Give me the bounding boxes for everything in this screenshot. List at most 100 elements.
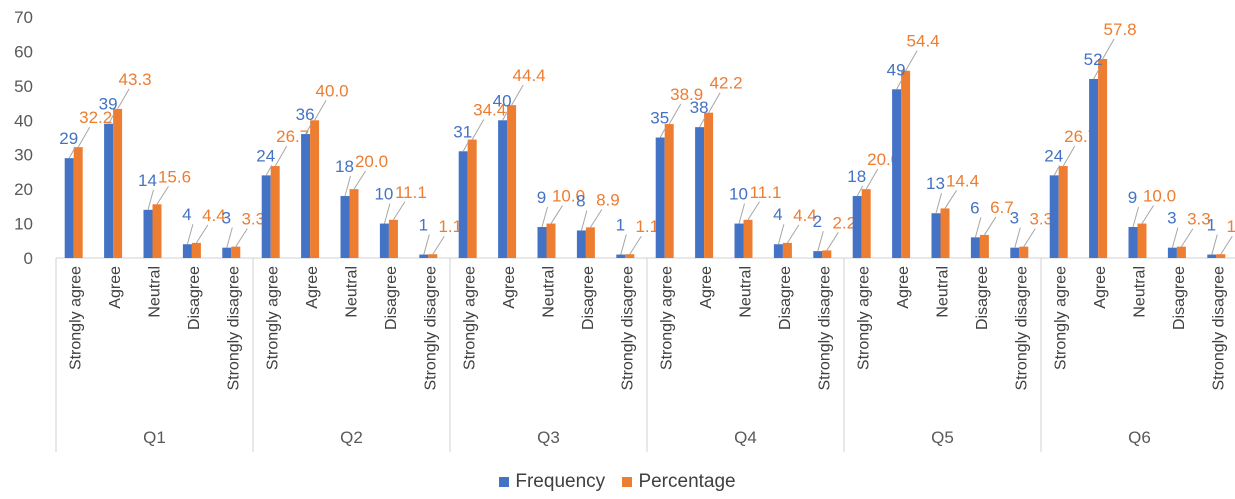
leader-line (1180, 228, 1194, 247)
bar-percentage (1098, 59, 1108, 259)
data-label-percentage: 10.0 (1143, 187, 1176, 206)
leader-line (392, 201, 406, 221)
data-label-percentage: 2.2 (832, 213, 856, 232)
leader-line (944, 190, 957, 209)
group-label: Q4 (734, 428, 757, 447)
data-label-frequency: 3 (1167, 209, 1176, 228)
leader-line (817, 230, 824, 252)
bar-percentage (1058, 166, 1068, 258)
bar-frequency (222, 247, 232, 258)
category-label: Neutral (541, 266, 558, 318)
data-label-percentage: 4.4 (202, 206, 226, 225)
bar-frequency (576, 230, 586, 258)
data-label-percentage: 44.4 (513, 66, 546, 85)
bar-percentage (507, 105, 517, 258)
leader-line (156, 186, 169, 205)
category-label: Strongly disagree (816, 266, 833, 391)
y-tick-label: 50 (14, 77, 33, 96)
data-label-percentage: 1.1 (438, 217, 462, 236)
y-tick-label: 40 (14, 111, 33, 130)
bar-percentage (428, 254, 438, 258)
y-tick-label: 30 (14, 146, 33, 165)
category-label: Strongly agree (265, 266, 282, 370)
category-label: Neutral (147, 266, 164, 318)
data-label-frequency: 13 (926, 174, 945, 193)
category-label: Agree (304, 266, 321, 309)
leader-line (1093, 68, 1100, 80)
data-label-frequency: 38 (690, 98, 709, 117)
leader-line (1014, 227, 1021, 248)
y-tick-label: 10 (14, 215, 33, 234)
bar-percentage (152, 204, 162, 258)
leader-line (68, 147, 76, 159)
bar-frequency (695, 127, 705, 259)
bar-percentage (625, 254, 635, 258)
leader-line (1171, 227, 1179, 248)
y-tick-label: 70 (14, 8, 33, 27)
category-label: Strongly disagree (225, 266, 242, 391)
bar-frequency (1207, 254, 1217, 258)
leader-line (896, 79, 903, 90)
data-label-percentage: 38.9 (670, 85, 703, 104)
y-tick-label: 60 (14, 42, 33, 61)
leader-line (353, 170, 366, 190)
category-label: Strongly agree (659, 266, 676, 370)
data-label-frequency: 9 (537, 188, 546, 207)
bar-frequency (182, 244, 192, 258)
data-label-frequency: 3 (1010, 209, 1019, 228)
leader-line (589, 209, 603, 228)
bar-frequency (892, 89, 902, 258)
bar-frequency (655, 137, 665, 258)
bar-percentage (113, 108, 123, 258)
data-label-percentage: 34.4 (473, 101, 506, 120)
bar-percentage (73, 147, 83, 258)
leader-line (935, 193, 942, 214)
category-label: Neutral (935, 266, 952, 318)
data-label-percentage: 26.7 (1064, 127, 1097, 146)
data-label-percentage: 57.8 (1104, 20, 1137, 39)
data-label-percentage: 32.2 (79, 108, 112, 127)
data-label-percentage: 43.3 (119, 70, 152, 89)
leader-line (747, 201, 760, 221)
legend-swatch-percentage (622, 477, 633, 487)
bar-percentage (270, 166, 280, 258)
group-label: Q6 (1128, 428, 1151, 447)
data-label-percentage: 6.7 (990, 198, 1014, 217)
data-label-frequency: 10 (729, 185, 748, 204)
data-label-frequency: 14 (138, 171, 157, 190)
data-label-percentage: 11.1 (395, 183, 427, 202)
bar-frequency (1089, 78, 1099, 258)
bar-percentage (1176, 246, 1186, 258)
leader-line (550, 205, 563, 224)
leader-line (305, 123, 312, 135)
bar-percentage (191, 242, 201, 258)
bar-frequency (931, 213, 941, 258)
data-label-frequency: 4 (773, 205, 782, 224)
bar-frequency (616, 254, 626, 258)
data-label-percentage: 11.1 (750, 183, 782, 202)
leader-line (777, 224, 785, 245)
category-label: Strongly agree (1053, 266, 1070, 370)
bar-percentage (901, 70, 911, 258)
leader-line (147, 189, 154, 210)
leader-line (432, 235, 445, 255)
data-label-frequency: 36 (296, 105, 315, 124)
data-label-frequency: 39 (99, 95, 118, 114)
data-label-percentage: 10.0 (552, 187, 585, 206)
bar-frequency (64, 158, 74, 258)
bar-percentage (585, 227, 595, 258)
bar-percentage (388, 219, 398, 258)
data-label-percentage: 26.7 (276, 127, 309, 146)
leader-line (786, 224, 800, 244)
leader-line (629, 235, 642, 255)
leader-line (117, 88, 130, 110)
data-label-frequency: 2 (813, 212, 822, 231)
leader-line (462, 141, 470, 152)
leader-line (905, 50, 918, 71)
leader-line (344, 175, 351, 197)
data-label-percentage: 40.0 (316, 81, 349, 100)
data-label-percentage: 15.6 (158, 167, 191, 186)
leader-line (620, 234, 627, 255)
data-label-frequency: 3 (222, 209, 231, 228)
